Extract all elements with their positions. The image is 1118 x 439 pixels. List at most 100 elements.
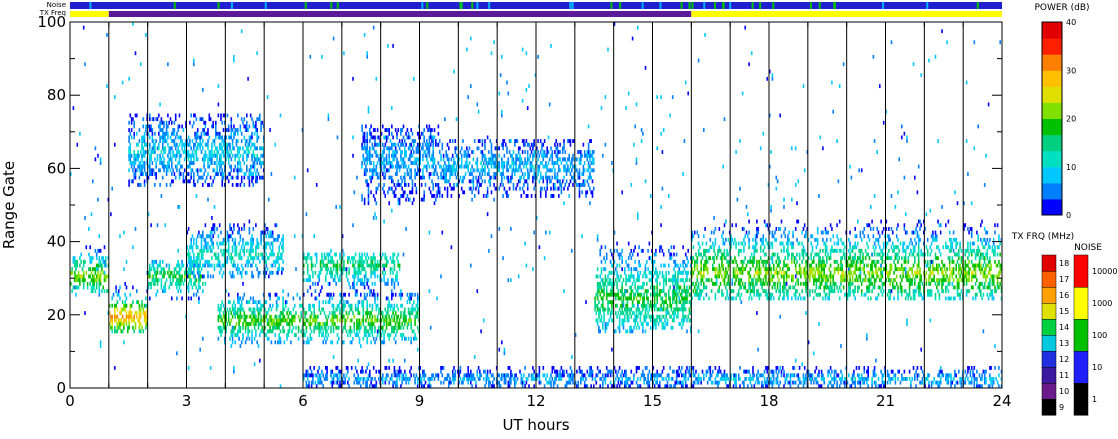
heatmap-cell (530, 164, 533, 169)
heatmap-cell (142, 329, 145, 334)
heatmap-cell (397, 161, 400, 165)
heatmap-cell (278, 296, 280, 301)
heatmap-cell (222, 263, 225, 268)
heatmap-cell (203, 120, 205, 125)
heatmap-cell (396, 270, 398, 275)
heatmap-cell (615, 278, 617, 283)
heatmap-cell (735, 267, 737, 272)
heatmap-cell (264, 248, 266, 253)
heatmap-cell (749, 292, 752, 297)
noise-bar-fill (70, 2, 1002, 9)
heatmap-cell (460, 153, 463, 158)
heatmap-cell (655, 303, 657, 308)
heatmap-cell (190, 296, 192, 301)
heatmap-cell (431, 179, 433, 184)
heatmap-cell (202, 139, 204, 143)
heatmap-cell (156, 146, 159, 151)
heatmap-cell (240, 175, 243, 180)
heatmap-cell (243, 172, 246, 176)
heatmap-cell (340, 296, 343, 301)
heatmap-cell (736, 263, 739, 268)
heatmap-cell (224, 259, 226, 264)
heatmap-cell (125, 296, 128, 301)
heatmap-cell (659, 292, 661, 297)
heatmap-cell (136, 153, 138, 158)
heatmap-cell (376, 128, 379, 132)
heatmap-cell (674, 307, 677, 312)
heatmap-cell (674, 263, 677, 268)
heatmap-cell (252, 300, 255, 305)
heatmap-cell (169, 281, 172, 286)
heatmap-cell (274, 340, 277, 345)
heatmap-cell (748, 245, 750, 250)
heatmap-cell (164, 281, 167, 286)
heatmap-cell (217, 161, 220, 165)
heatmap-cell (195, 150, 198, 154)
heatmap-cell (608, 292, 611, 297)
heatmap-cell (442, 157, 445, 162)
heatmap-cell (195, 259, 198, 264)
heatmap-cell (538, 164, 541, 169)
heatmap-cell (246, 270, 248, 275)
heatmap-cell (375, 186, 378, 191)
heatmap-cell (86, 285, 89, 290)
heatmap-cell (401, 194, 403, 198)
heatmap-cell (155, 172, 157, 176)
heatmap-cell (621, 307, 623, 312)
heatmap-cell (143, 318, 146, 323)
heatmap-cell (354, 292, 357, 297)
heatmap-cell (221, 135, 224, 140)
heatmap-cell (737, 241, 740, 246)
heatmap-cell (277, 325, 279, 330)
heatmap-cell (239, 248, 242, 253)
heatmap-cell (394, 274, 397, 279)
heatmap-cell (187, 285, 190, 290)
heatmap-cell (569, 172, 572, 176)
heatmap-cell (231, 256, 234, 261)
heatmap-cell (233, 168, 235, 173)
heatmap-cell (529, 146, 532, 151)
heatmap-cell (222, 139, 225, 143)
heatmap-cell (444, 175, 446, 180)
heatmap-cell (427, 128, 429, 132)
heatmap-cell (196, 179, 199, 184)
heatmap-cell (616, 248, 618, 253)
heatmap-cell (563, 175, 565, 180)
heatmap-cell (625, 274, 627, 279)
heatmap-cell (75, 263, 77, 268)
heatmap-cell (385, 168, 388, 173)
heatmap-cell (653, 318, 656, 323)
heatmap-cell (649, 300, 652, 305)
heatmap-cell (646, 296, 648, 301)
heatmap-cell (644, 303, 647, 308)
heatmap-cell (222, 153, 225, 158)
heatmap-cell (744, 285, 746, 290)
heatmap-cell (225, 157, 227, 162)
heatmap-cell (567, 164, 569, 169)
heatmap-cell (208, 150, 211, 154)
heatmap-cell (394, 186, 397, 191)
heatmap-cell (231, 245, 234, 250)
heatmap-cell (256, 153, 258, 158)
heatmap-cell (259, 157, 261, 162)
heatmap-cell (634, 281, 636, 286)
heatmap-cell (657, 274, 660, 279)
heatmap-cell (196, 234, 199, 239)
heatmap-cell (97, 274, 99, 279)
heatmap-cell (369, 128, 371, 132)
heatmap-cell (128, 139, 130, 143)
heatmap-cell (189, 263, 191, 268)
heatmap-cell (598, 311, 600, 315)
heatmap-cell (383, 336, 385, 341)
heatmap-cell (186, 179, 189, 184)
heatmap-cell (537, 168, 539, 173)
heatmap-cell (221, 183, 224, 187)
heatmap-cell (748, 274, 750, 279)
heatmap-cell (204, 237, 207, 242)
heatmap-cell (429, 135, 432, 140)
heatmap-cell (484, 164, 486, 169)
heatmap-cell (366, 153, 368, 158)
heatmap-cell (274, 325, 277, 330)
heatmap-cell (391, 153, 393, 158)
heatmap-cell (593, 161, 595, 165)
